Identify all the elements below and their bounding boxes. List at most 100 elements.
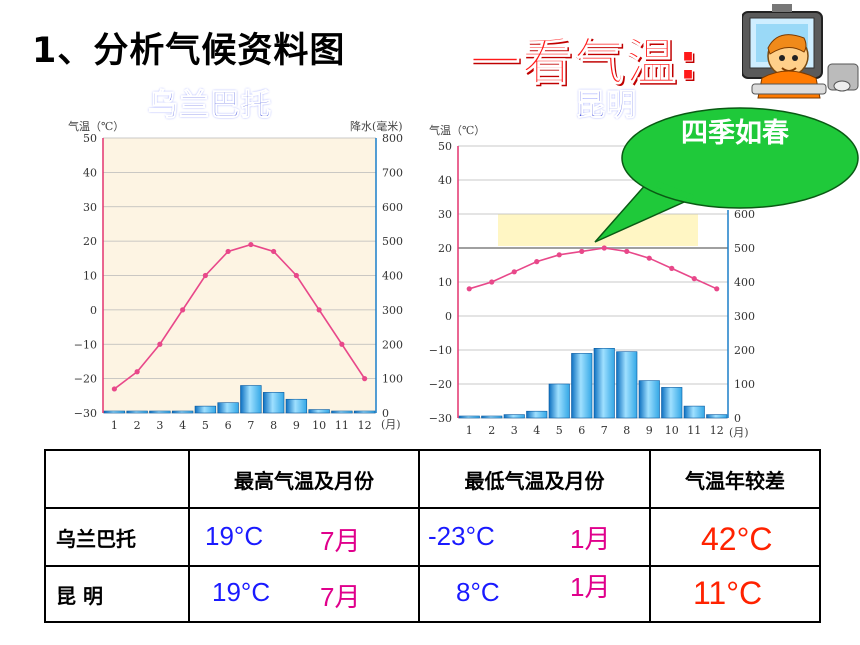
precip-tick-label: 600 (382, 201, 403, 214)
month-tick-label: 4 (533, 424, 540, 437)
precip-bar (661, 387, 683, 419)
temp-tick-label: 10 (438, 276, 452, 289)
precip-bar (481, 415, 503, 419)
precip-bar (526, 410, 548, 419)
temp-point (669, 265, 675, 271)
precip-bar (616, 351, 638, 419)
month-tick-label: 10 (312, 419, 326, 432)
temp-point (157, 341, 163, 347)
temp-point (579, 248, 585, 254)
temp-point (601, 245, 607, 251)
precip-bar (126, 410, 148, 414)
temp-line (111, 241, 368, 392)
precip-bar (593, 348, 615, 419)
grid (458, 145, 728, 419)
month-tick-label: 12 (358, 419, 372, 432)
precip-tick-label: 800 (382, 132, 403, 145)
min-cell: -23°C 1月 (418, 507, 651, 567)
max-month-value: 7月 (320, 582, 361, 612)
min-month-value: 1月 (570, 524, 611, 554)
temp-point (134, 369, 140, 375)
table-row: 乌兰巴托 19°C 7月 -23°C 1月 42°C (44, 507, 821, 567)
temp-point (646, 255, 652, 261)
ulaanbaatar-climate-chart: 50403020100−10−20−3080070060050040030020… (68, 119, 403, 432)
precip-bars (103, 385, 376, 414)
header-max-temp: 最高气温及月份 (188, 449, 420, 509)
temp-point (202, 272, 208, 279)
month-tick-label: 11 (335, 419, 349, 432)
month-tick-label: 11 (687, 424, 701, 437)
precip-bar (683, 405, 705, 419)
precip-tick-label: 400 (734, 276, 755, 289)
temp-point (362, 376, 368, 382)
month-tick-label: 7 (601, 424, 608, 437)
temp-point (225, 248, 231, 255)
month-tick-label: 1 (111, 419, 118, 432)
month-tick-label: 3 (156, 419, 163, 432)
month-tick-label: 4 (179, 419, 186, 432)
xlabel: (月) (729, 426, 749, 439)
ylabel-right: 降水(毫米) (350, 119, 403, 133)
xlabel: (月) (381, 418, 401, 431)
precip-bar (171, 410, 194, 414)
precip-bar (194, 405, 217, 414)
temp-line (466, 245, 720, 292)
precip-bar (706, 414, 728, 419)
precip-bar (149, 410, 171, 414)
precip-tick-label: 700 (382, 166, 403, 179)
header-annual-range: 气温年较差 (649, 449, 821, 509)
temp-point (248, 241, 254, 248)
tick-labels: 50403020100−10−20−3080070060050040030020… (74, 132, 403, 432)
max-temp-value: 19°C (212, 577, 271, 607)
temp-tick-label: 40 (83, 166, 97, 179)
temp-tick-label: 40 (438, 174, 452, 187)
min-month-value: 1月 (570, 572, 611, 602)
chart-title-ulaanbaatar: 乌兰巴托 (148, 88, 272, 124)
precip-tick-label: 0 (734, 412, 741, 425)
range-value: 42°C (701, 521, 773, 557)
max-month-value: 7月 (320, 526, 361, 556)
temp-point (466, 286, 472, 292)
month-tick-label: 5 (202, 419, 209, 432)
precip-bars (458, 348, 728, 419)
precip-bar (285, 398, 308, 414)
temp-tick-label: 50 (83, 132, 97, 145)
temp-point (556, 252, 562, 258)
section-subheading: 一看气温: (470, 33, 700, 92)
month-tick-label: 9 (293, 419, 300, 432)
precip-tick-label: 300 (382, 304, 403, 317)
table-row: 昆 明 19°C 7月 8°C 1月 11°C (44, 565, 821, 623)
page-heading: 1、分析气候资料图 (32, 31, 346, 71)
precip-tick-label: 100 (734, 378, 755, 391)
precip-bar (103, 410, 126, 414)
precip-tick-label: 300 (734, 310, 755, 323)
precip-bar (308, 409, 330, 414)
precip-bar (548, 383, 570, 419)
month-tick-label: 1 (466, 424, 473, 437)
temp-tick-label: 50 (438, 140, 452, 153)
temp-point (339, 341, 345, 347)
chart-title-kunming: 昆明 (575, 88, 637, 124)
temp-tick-label: −10 (429, 344, 452, 357)
month-tick-label: 5 (556, 424, 563, 437)
temp-point (714, 286, 720, 292)
temp-tick-label: 10 (83, 270, 97, 283)
precip-bar (503, 414, 525, 419)
precip-tick-label: 200 (382, 338, 403, 351)
temp-tick-label: 0 (90, 304, 97, 317)
callout-text: 四季如春 (681, 118, 789, 149)
temp-point (180, 307, 186, 313)
precip-tick-label: 100 (382, 373, 403, 386)
min-cell: 8°C 1月 (418, 565, 651, 623)
temp-tick-label: 0 (445, 310, 452, 323)
callout-bubble (594, 107, 859, 243)
temp-point (271, 248, 277, 255)
max-cell: 19°C 7月 (188, 507, 420, 567)
precip-tick-label: 500 (734, 242, 755, 255)
month-tick-label: 8 (270, 419, 277, 432)
temp-point (293, 272, 299, 279)
range-cell: 11°C (649, 565, 821, 623)
precip-bar (240, 385, 262, 414)
temp-tick-label: −30 (429, 412, 452, 425)
temp-point (111, 386, 117, 392)
